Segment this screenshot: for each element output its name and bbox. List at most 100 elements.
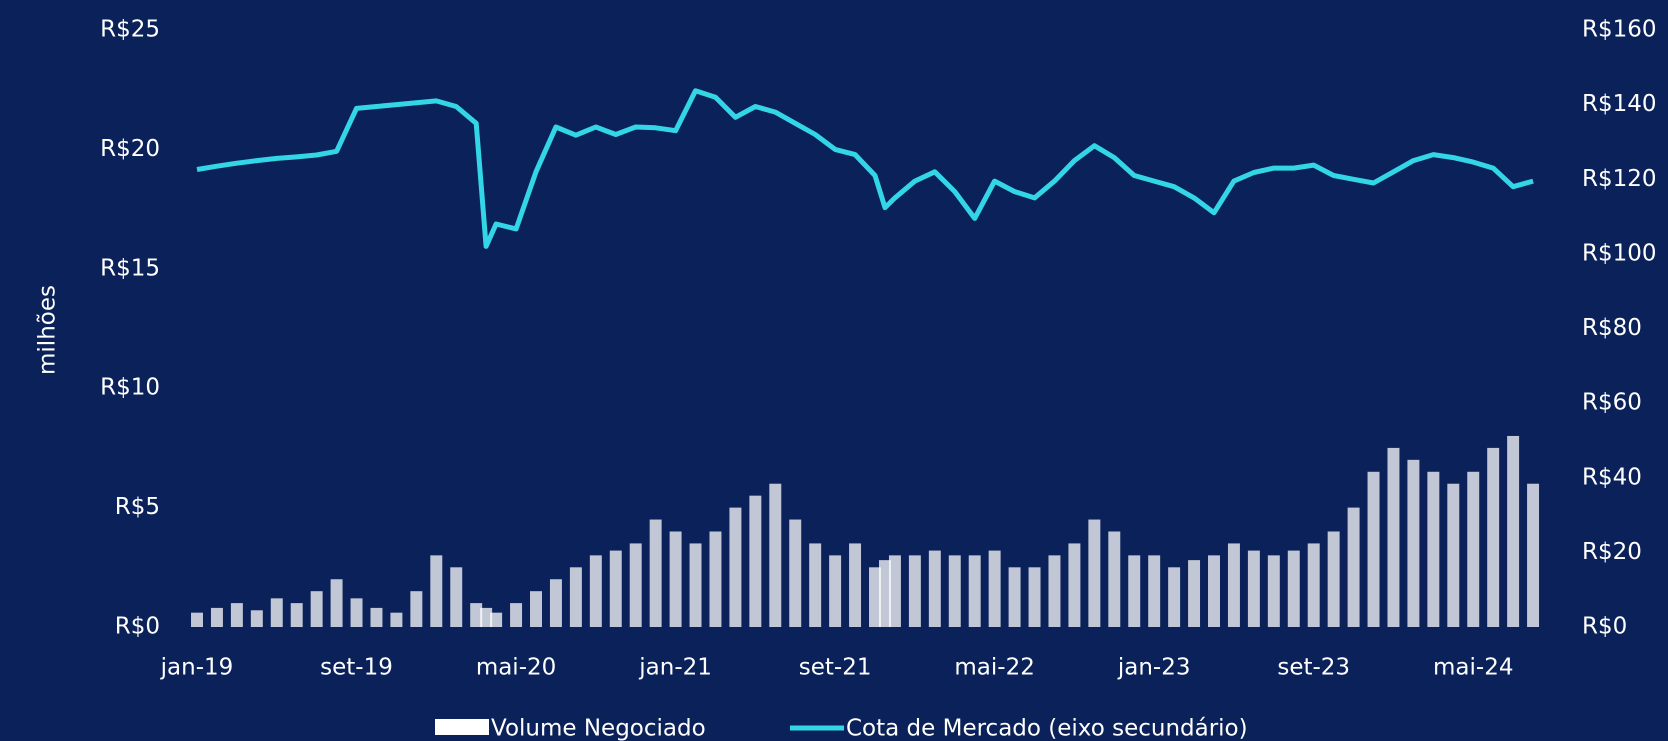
volume-bar [1387,447,1400,627]
volume-bar [430,555,443,627]
volume-bar [480,607,493,627]
y2-tick-label: R$40 [1582,464,1642,490]
volume-bar [549,579,562,627]
volume-bar [1507,435,1520,627]
volume-bar [908,555,921,627]
volume-bar [1227,543,1240,627]
volume-bar [629,543,642,627]
x-tick-label: set-23 [1277,655,1350,681]
legend-label: Volume Negociado [491,716,706,741]
volume-bar [649,519,662,627]
y2-tick-label: R$160 [1582,17,1657,43]
volume-bar [809,543,822,627]
y-tick-label: R$0 [115,614,160,640]
y-tick-label: R$15 [100,255,160,281]
y-tick-label: R$5 [115,494,160,520]
y-tick-label: R$20 [100,136,160,162]
volume-bar [968,555,981,627]
volume-bar [1407,459,1420,627]
volume-bar [1128,555,1141,627]
volume-bar [669,531,682,627]
volume-bar [250,610,263,627]
volume-bar [510,603,523,627]
volume-bar [270,598,283,627]
volume-bar [869,567,881,627]
volume-bar [1307,543,1320,627]
volume-bar [1208,555,1220,627]
x-tick-label: set-21 [799,655,872,681]
volume-bar [1287,550,1300,627]
volume-bar [1168,567,1181,627]
volume-bar [490,612,503,627]
volume-bar [789,519,802,627]
volume-bar [410,591,423,627]
volume-bar [1188,560,1201,627]
volume-bar [569,567,582,627]
volume-bar [530,591,542,627]
volume-bar [589,555,602,627]
volume-bar [878,560,891,627]
volume-bar [390,612,403,627]
x-tick-label: set-19 [320,655,393,681]
volume-bar [948,555,961,627]
volume-bar [1447,483,1460,627]
y-tick-label: R$25 [100,17,160,43]
volume-bar [689,543,702,627]
volume-bar [1527,483,1540,627]
volume-bar [310,591,323,627]
volume-bar [849,543,862,627]
volume-bar [230,603,243,627]
volume-bar [1008,567,1021,627]
y2-tick-label: R$20 [1582,539,1642,565]
volume-bar [769,483,782,627]
volume-bar [1108,531,1121,627]
volume-bar [350,598,363,627]
volume-bar [1467,471,1480,627]
x-tick-label: mai-20 [476,655,556,681]
volume-bar [450,567,463,627]
volume-bar [1068,543,1081,627]
price-line [196,88,1534,249]
volume-bar [1148,555,1161,627]
volume-bar [191,612,203,627]
y2-tick-label: R$80 [1582,315,1642,341]
volume-bar [709,531,722,627]
volume-bar [470,603,483,627]
volume-bar [1247,550,1260,627]
volume-bar [729,507,742,627]
volume-bar [1427,471,1440,627]
volume-bar [749,495,762,627]
volume-bar [210,607,223,627]
volume-bar [370,607,383,627]
volume-bar [928,550,941,627]
volume-bar [988,550,1001,627]
volume-bar [1028,567,1041,627]
y2-tick-label: R$60 [1582,390,1642,416]
volume-bar [1487,447,1500,627]
volume-bar [609,550,622,627]
volume-bar [1367,471,1380,627]
volume-bar [330,579,343,627]
x-tick-label: mai-22 [954,655,1034,681]
legend-label: Cota de Mercado (eixo secundário) [846,716,1248,741]
volume-bar [1267,555,1280,627]
x-tick-label: jan-23 [1117,655,1191,681]
volume-bar [1088,519,1101,627]
y2-tick-label: R$100 [1582,240,1657,266]
y2-tick-label: R$120 [1582,166,1657,192]
y-axis-label: milhões [35,285,61,375]
volume-bar [888,555,901,627]
volume-bar [290,603,303,627]
y2-tick-label: R$0 [1582,614,1627,640]
y-tick-label: R$10 [100,375,160,401]
y2-tick-label: R$140 [1582,91,1657,117]
x-tick-label: jan-21 [638,655,712,681]
x-tick-label: mai-24 [1433,655,1513,681]
volume-bar [829,555,842,627]
legend-swatch [435,719,489,735]
x-tick-label: jan-19 [160,655,234,681]
volume-bar [1347,507,1360,627]
volume-bar [1327,531,1340,627]
volume-bar [1048,555,1061,627]
